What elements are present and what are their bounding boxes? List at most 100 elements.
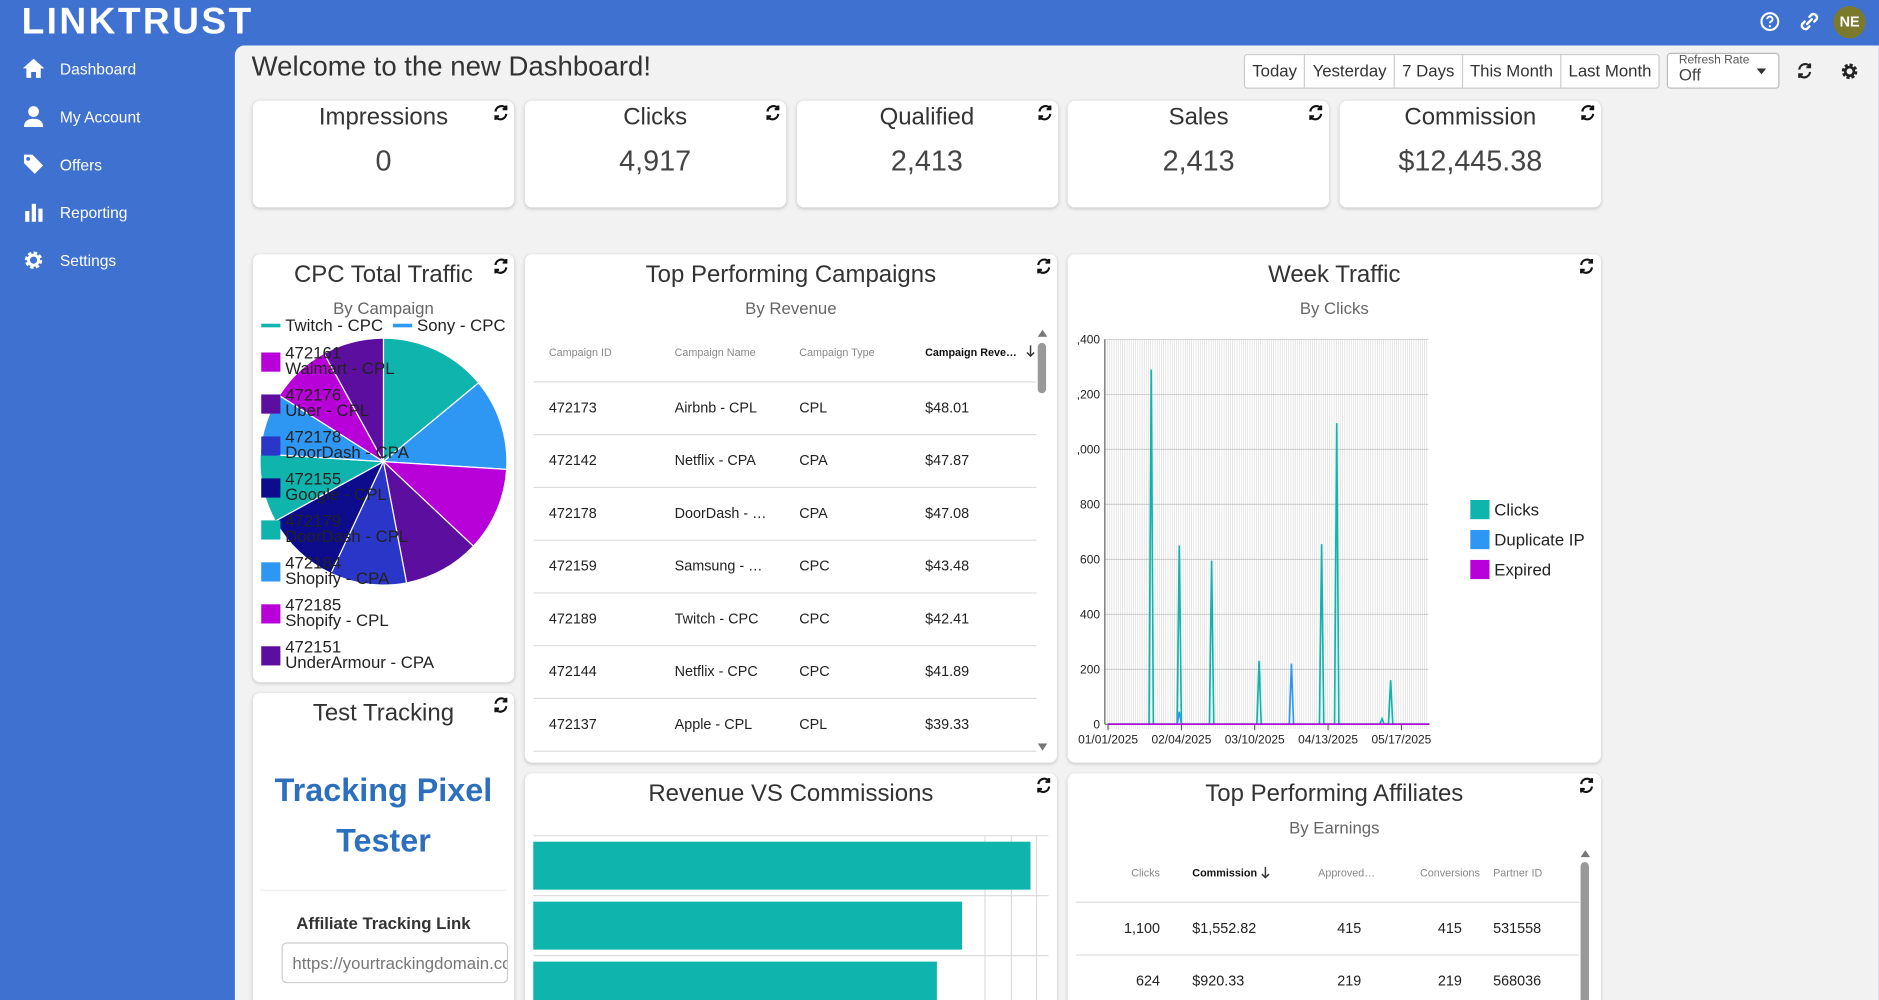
stat-value: $12,445.38 [1398,145,1543,178]
legend-swatch [261,562,281,582]
table-cell: 1,100 [1123,919,1160,937]
refresh-glyph [494,258,508,274]
menu-label: Offers [59,155,103,174]
column-header[interactable]: Approved Conversions [1318,866,1378,879]
card-refresh[interactable] [1036,104,1053,121]
avatar[interactable]: NE [1833,5,1866,39]
column-header[interactable]: Conversions [1419,866,1480,879]
table-cell: 219 [1337,972,1362,990]
pie-chart [259,337,508,586]
stat-label: Qualified [879,104,975,131]
legend-id: 472185 [285,594,342,614]
card-refresh[interactable] [493,697,510,714]
column-header[interactable]: Campaign Revenue [925,346,1021,359]
plot-texture [1104,339,1429,725]
card-title: Top Performing Campaigns [645,261,937,288]
date-range-button[interactable]: This Month [1463,55,1562,88]
table-cell: CPC [799,557,830,575]
home-icon [22,58,45,78]
column-header[interactable]: Commission [1192,866,1258,879]
column-header[interactable]: Clicks [1131,866,1160,879]
card-title: Test Tracking [312,700,455,727]
bar-chart [533,835,1049,1000]
table-cell: Samsung - CPC [674,557,769,575]
card-refresh[interactable] [1578,777,1595,794]
table-cell: 472189 [548,610,597,628]
scroll-down [1037,743,1048,751]
menu-item[interactable]: Settings [22,248,226,272]
card-refresh[interactable] [493,104,510,121]
line-chart: 0 200 400 600 800 1,000 1,200 1,400 01/01/2025 02… [1070,333,1585,747]
card-subtitle: By Campaign [333,298,434,318]
card-refresh[interactable] [493,258,510,275]
legend-label: Shopify - CPA [285,568,390,588]
bar [533,961,937,1000]
x-tick-label: 04/13/2025 [1298,732,1358,746]
table-cell: Netflix - CPC [674,663,758,680]
legend-id: 472151 [285,636,342,656]
legend-swatch [1470,559,1490,580]
menu-label: Reporting [59,203,128,222]
gear-icon [24,251,43,269]
date-range-button[interactable]: Yesterday [1305,55,1395,88]
legend-id: 472155 [285,468,342,488]
date-range-button[interactable]: 7 Days [1395,55,1463,88]
row-line [533,750,1037,752]
table-cell: $41.89 [925,663,970,680]
column-header[interactable]: Campaign ID [548,346,612,359]
legend-label: UnderArmour - CPA [285,652,435,672]
refresh-button[interactable] [1796,62,1813,79]
settings-button[interactable] [1841,62,1859,80]
menu-item[interactable]: Dashboard [22,56,226,80]
divider [260,889,507,891]
link-icon[interactable] [1797,10,1821,34]
menu-item[interactable]: Offers [22,152,226,176]
date-range-button[interactable]: Last Month [1568,61,1652,81]
column-header[interactable]: Partner ID [1493,866,1543,879]
refresh-glyph [1580,258,1594,274]
column-header[interactable]: Campaign Type [799,346,875,359]
date-range-button[interactable]: Today [1245,55,1306,88]
pie-slice [381,460,508,548]
legend-id: 472184 [285,552,342,572]
scrollbar-thumb[interactable] [1580,862,1589,1000]
card-refresh[interactable] [1308,104,1325,121]
table-cell: CPL [799,399,828,417]
help-icon[interactable] [1759,11,1781,33]
legend-line-marker [261,323,281,328]
row-line [1076,901,1580,903]
card-refresh[interactable] [1035,258,1052,275]
card-refresh[interactable] [764,104,781,121]
column-header[interactable]: Campaign Name [674,346,756,359]
link-label: Affiliate Tracking Link [296,913,471,933]
refresh-value: Off [1678,64,1701,84]
refresh-select[interactable]: Refresh Rate Off [1666,52,1780,89]
stat-value: 4,917 [619,145,692,178]
refresh-glyph [1037,258,1051,274]
menu-item[interactable]: Reporting [22,200,226,224]
card-refresh[interactable] [1035,777,1052,794]
y-tick-label: 600 [1080,552,1100,566]
bar [533,841,1031,890]
scroll-up [1580,850,1591,858]
legend-label: Clicks [1494,501,1539,520]
table-cell: 624 [1135,972,1160,990]
refresh-glyph [1580,777,1594,794]
table-cell: 415 [1337,919,1362,937]
stat-card: Impressions 0 [252,100,515,208]
y-tick-label: 200 [1080,662,1100,676]
logo[interactable]: LINKTRUST [21,0,254,42]
tracking-input[interactable]: https://yourtrackingdomain.com [281,942,509,984]
x-tick-label: 02/04/2025 [1151,732,1211,746]
table-cell: CPL [799,715,828,733]
y-tick-label: 1,400 [1070,333,1100,347]
y-tick-label: 1,000 [1070,442,1100,456]
scrollbar-thumb[interactable] [1037,342,1047,394]
card-refresh[interactable] [1579,104,1596,121]
revenue-card: Revenue VS Commissions [524,773,1057,1000]
stat-card: Qualified 2,413 [796,100,1058,208]
stat-label: Sales [1168,104,1229,131]
card-refresh[interactable] [1578,258,1595,275]
menu-item[interactable]: My Account [22,104,226,128]
y-tick-label: 0 [1093,717,1100,731]
